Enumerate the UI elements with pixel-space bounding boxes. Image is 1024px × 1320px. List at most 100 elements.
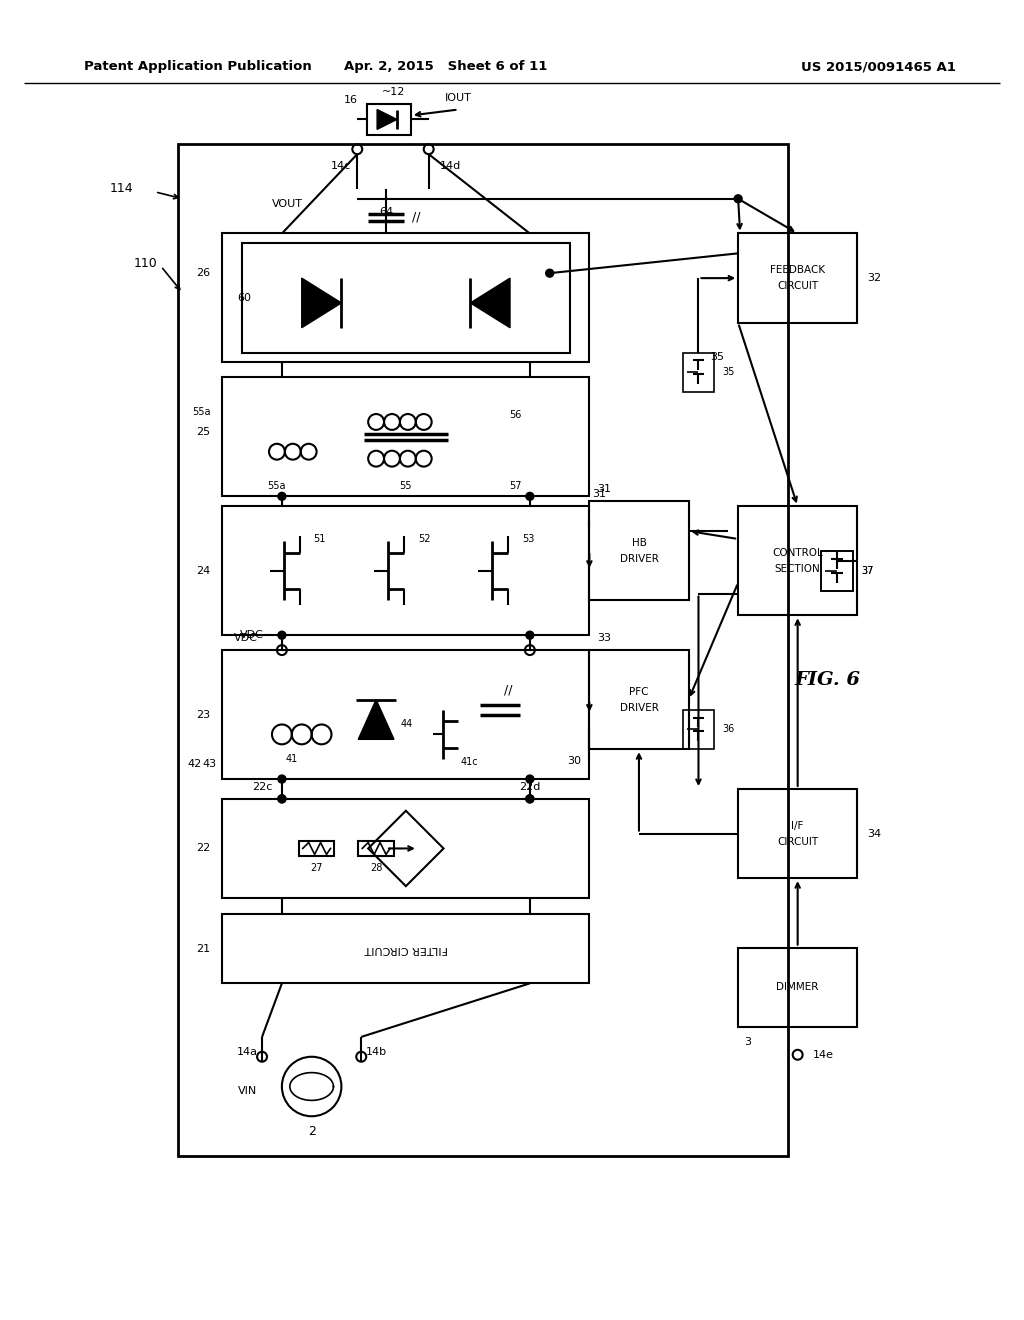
Text: 14c: 14c bbox=[332, 161, 351, 172]
Text: 23: 23 bbox=[197, 710, 211, 719]
Text: DRIVER: DRIVER bbox=[620, 554, 658, 564]
Text: 56: 56 bbox=[509, 411, 521, 420]
Bar bbox=[222, 649, 590, 779]
Text: 110: 110 bbox=[134, 257, 158, 269]
Polygon shape bbox=[358, 700, 394, 739]
Text: 30: 30 bbox=[567, 756, 582, 766]
Text: 57: 57 bbox=[509, 482, 521, 491]
Polygon shape bbox=[377, 110, 397, 129]
Circle shape bbox=[526, 631, 534, 639]
Text: 24: 24 bbox=[197, 566, 211, 576]
Polygon shape bbox=[302, 279, 341, 327]
Circle shape bbox=[546, 269, 554, 277]
Text: I/F: I/F bbox=[792, 821, 804, 830]
Circle shape bbox=[526, 492, 534, 500]
Text: 60: 60 bbox=[238, 293, 251, 304]
Text: CIRCUIT: CIRCUIT bbox=[777, 837, 818, 846]
Text: HB: HB bbox=[632, 539, 646, 548]
Text: 34: 34 bbox=[867, 829, 882, 838]
Text: 37: 37 bbox=[861, 566, 873, 576]
Text: 42: 42 bbox=[187, 759, 202, 770]
Text: //: // bbox=[412, 210, 420, 223]
Bar bbox=[222, 234, 590, 363]
Text: 41c: 41c bbox=[461, 758, 478, 767]
Bar bbox=[222, 378, 590, 496]
Text: FILTER CIRCUIT: FILTER CIRCUIT bbox=[365, 944, 447, 953]
Text: 55a: 55a bbox=[267, 482, 286, 491]
Text: US 2015/0091465 A1: US 2015/0091465 A1 bbox=[802, 61, 956, 74]
Bar bbox=[738, 507, 857, 615]
Text: 3: 3 bbox=[744, 1038, 752, 1047]
Text: 62: 62 bbox=[483, 302, 498, 313]
Circle shape bbox=[734, 195, 742, 203]
Circle shape bbox=[278, 492, 286, 500]
Circle shape bbox=[278, 795, 286, 803]
Text: 35: 35 bbox=[711, 352, 724, 363]
Bar bbox=[590, 502, 688, 601]
Text: 32: 32 bbox=[867, 273, 882, 282]
Text: VIN: VIN bbox=[238, 1086, 257, 1097]
Text: 14a: 14a bbox=[237, 1047, 258, 1057]
Text: 22c: 22c bbox=[252, 781, 272, 792]
Text: 27: 27 bbox=[310, 863, 323, 874]
Text: 22d: 22d bbox=[519, 781, 541, 792]
Bar bbox=[299, 841, 335, 857]
Text: 14b: 14b bbox=[366, 1047, 387, 1057]
Polygon shape bbox=[470, 279, 510, 327]
Bar bbox=[178, 144, 787, 1156]
Bar bbox=[222, 507, 590, 635]
Circle shape bbox=[526, 775, 534, 783]
Bar bbox=[222, 799, 590, 898]
Bar bbox=[368, 103, 411, 136]
Text: FEEDBACK: FEEDBACK bbox=[770, 265, 825, 275]
Text: 16: 16 bbox=[344, 95, 358, 104]
Text: 36: 36 bbox=[722, 725, 734, 734]
Text: 26: 26 bbox=[197, 268, 211, 279]
Bar bbox=[738, 948, 857, 1027]
Text: 21: 21 bbox=[197, 944, 211, 953]
Text: 14d: 14d bbox=[440, 161, 461, 172]
Text: 31: 31 bbox=[597, 484, 611, 495]
Text: 43: 43 bbox=[203, 759, 217, 770]
Text: VDC: VDC bbox=[234, 634, 258, 643]
Text: 2: 2 bbox=[307, 1125, 315, 1138]
Text: 35: 35 bbox=[722, 367, 734, 378]
Circle shape bbox=[526, 795, 534, 803]
Text: 14e: 14e bbox=[812, 1049, 834, 1060]
Text: 55a: 55a bbox=[191, 407, 211, 417]
Circle shape bbox=[278, 795, 286, 803]
Text: PFC: PFC bbox=[629, 686, 649, 697]
Text: 114: 114 bbox=[110, 182, 133, 195]
Text: //: // bbox=[504, 684, 512, 696]
Bar bbox=[821, 550, 853, 590]
Text: 22: 22 bbox=[197, 843, 211, 854]
Bar bbox=[821, 550, 853, 590]
Bar bbox=[683, 710, 715, 750]
Bar bbox=[243, 243, 569, 352]
Text: VDC: VDC bbox=[241, 630, 264, 640]
Bar bbox=[738, 789, 857, 878]
Bar bbox=[590, 649, 688, 750]
Text: 61: 61 bbox=[314, 302, 329, 313]
Text: DRIVER: DRIVER bbox=[620, 702, 658, 713]
Text: CIRCUIT: CIRCUIT bbox=[777, 281, 818, 292]
Text: 31: 31 bbox=[592, 490, 606, 499]
Bar bbox=[222, 913, 590, 983]
Text: 55: 55 bbox=[399, 482, 412, 491]
Bar bbox=[683, 352, 715, 392]
Text: FIG. 6: FIG. 6 bbox=[795, 671, 860, 689]
Text: 37: 37 bbox=[861, 566, 873, 576]
Circle shape bbox=[278, 775, 286, 783]
Text: IOUT: IOUT bbox=[445, 92, 472, 103]
Text: SECTION: SECTION bbox=[775, 564, 820, 574]
Text: 53: 53 bbox=[522, 535, 535, 544]
Text: Apr. 2, 2015   Sheet 6 of 11: Apr. 2, 2015 Sheet 6 of 11 bbox=[344, 61, 547, 74]
Bar bbox=[738, 234, 857, 323]
Text: 52: 52 bbox=[418, 535, 430, 544]
Bar bbox=[358, 841, 394, 857]
Circle shape bbox=[526, 795, 534, 803]
Circle shape bbox=[278, 631, 286, 639]
Text: CONTROL: CONTROL bbox=[772, 548, 823, 558]
Text: VOUT: VOUT bbox=[272, 199, 303, 209]
Text: DIMMER: DIMMER bbox=[776, 982, 819, 993]
